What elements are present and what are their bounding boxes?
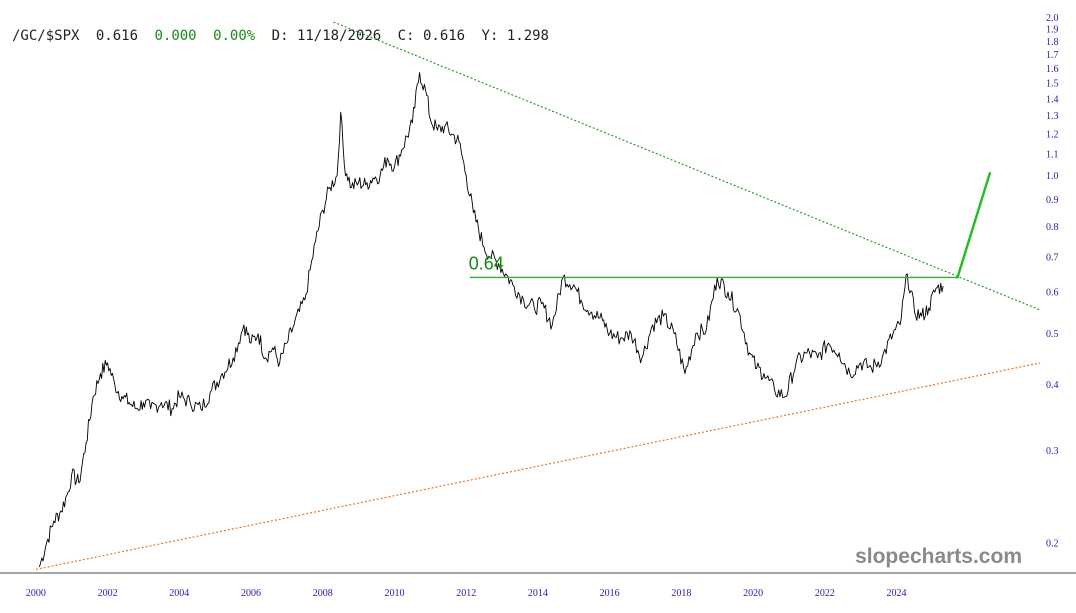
x-tick-label: 2008 xyxy=(313,588,333,599)
price-series-line xyxy=(38,72,944,568)
y-tick-label: 0.6 xyxy=(1046,288,1059,299)
x-tick-label: 2004 xyxy=(169,588,189,599)
x-tick-label: 2006 xyxy=(241,588,261,599)
header-symbol: /GC/$SPX xyxy=(12,28,80,44)
y-tick-label: 0.8 xyxy=(1046,222,1059,233)
y-tick-label: 0.7 xyxy=(1046,252,1059,263)
x-tick-label: 2002 xyxy=(98,588,118,599)
x-tick-label: 2000 xyxy=(26,588,46,599)
x-tick-label: 2014 xyxy=(528,588,548,599)
header-y-value: Y: 1.298 xyxy=(482,28,549,44)
x-axis: 2000 2002 2004 2006 2008 2010 2012 2014 2016 2018… xyxy=(0,572,1076,599)
y-tick-label: 0.2 xyxy=(1046,538,1059,549)
annotation-layer: 0.64 xyxy=(469,172,991,279)
y-tick-label: 0.4 xyxy=(1046,380,1059,391)
header-change: 0.000 xyxy=(154,28,196,44)
y-tick-label: 1.0 xyxy=(1046,171,1059,182)
y-tick-label: 1.5 xyxy=(1046,79,1059,90)
y-tick-label: 1.9 xyxy=(1046,25,1059,36)
y-tick-label: 1.2 xyxy=(1046,129,1059,140)
y-tick-label: 1.4 xyxy=(1046,94,1059,105)
y-tick-label: 0.5 xyxy=(1046,329,1059,340)
header-change-percent: 0.00% xyxy=(213,28,256,44)
watermark: slopecharts.com xyxy=(855,545,1022,568)
x-tick-label: 2016 xyxy=(600,588,620,599)
header-line: /GC/$SPX 0.616 0.000 0.00% D: 11/18/2026… xyxy=(12,28,549,44)
x-tick-label: 2020 xyxy=(743,588,763,599)
y-tick-label: 1.7 xyxy=(1046,50,1059,61)
y-tick-label: 2.0 xyxy=(1046,13,1059,24)
y-tick-label: 1.6 xyxy=(1046,64,1059,75)
y-tick-label: 0.3 xyxy=(1046,446,1059,457)
header-close: C: 0.616 xyxy=(398,28,465,44)
header-last-price: 0.616 xyxy=(96,28,138,44)
x-tick-label: 2022 xyxy=(815,588,835,599)
x-tick-label: 2012 xyxy=(456,588,476,599)
lower-trendline xyxy=(35,362,1041,571)
chart-header: /GC/$SPX 0.616 0.000 0.00% D: 11/18/2026… xyxy=(12,28,549,44)
upper-trendline xyxy=(333,21,1041,311)
y-tick-label: 1.3 xyxy=(1046,111,1059,122)
resistance-label: 0.64 xyxy=(469,253,504,273)
trendlines-layer xyxy=(35,21,1041,571)
y-tick-label: 1.1 xyxy=(1046,149,1059,160)
y-tick-label: 0.9 xyxy=(1046,195,1059,206)
header-date: D: 11/18/2026 xyxy=(272,28,382,44)
x-tick-label: 2024 xyxy=(887,588,907,599)
x-tick-label: 2018 xyxy=(671,588,691,599)
y-axis: 0.2 0.3 0.4 0.5 0.6 0.7 0.8 0.9 1.0 1.1 1.2 1.3 1.4 1… xyxy=(1046,13,1059,549)
x-tick-label: 2010 xyxy=(384,588,404,599)
y-tick-label: 1.8 xyxy=(1046,37,1059,48)
price-series-layer xyxy=(38,72,944,568)
projection-arrow xyxy=(956,172,991,279)
